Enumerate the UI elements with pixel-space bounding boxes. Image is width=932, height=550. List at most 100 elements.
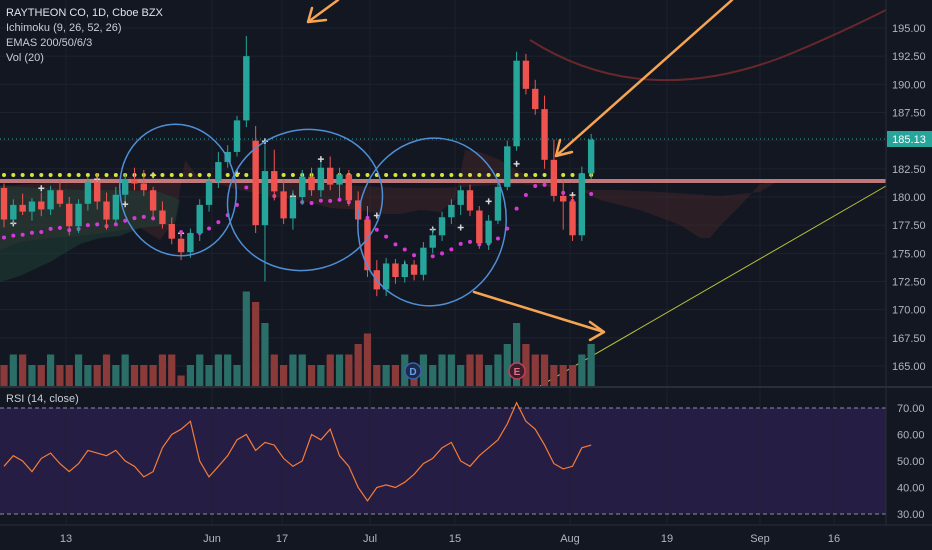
ema-dot — [141, 214, 146, 219]
ema-dot — [2, 173, 6, 177]
ichimoku-cross — [457, 224, 464, 231]
annotation-arrow-down — [472, 290, 606, 342]
candle-body — [159, 210, 166, 225]
volume-bar — [130, 365, 139, 386]
candle-body — [560, 195, 567, 202]
volume-bar — [531, 354, 539, 386]
ema-dot — [244, 173, 249, 177]
candle-body — [345, 174, 353, 201]
candle-body — [382, 263, 390, 290]
candle-body — [187, 233, 194, 253]
candle-body — [550, 159, 558, 196]
ema-dot — [57, 225, 62, 230]
ichimoku-cross — [373, 212, 380, 219]
legend-volume[interactable]: Vol (20) — [6, 52, 44, 64]
annotation-arrow-top — [306, 0, 340, 24]
price-tick-label: 177.50 — [892, 220, 926, 232]
ema-dot — [290, 173, 295, 177]
candle-body — [494, 186, 502, 221]
ema-dot — [570, 173, 575, 177]
ema-dot — [235, 173, 239, 177]
ema-dot — [39, 230, 44, 235]
volume-bar — [19, 354, 27, 386]
ema-dot — [20, 232, 25, 237]
volume-bar — [568, 365, 577, 386]
ema-dot — [207, 226, 212, 231]
ema-dot — [374, 227, 379, 232]
legend-ichimoku[interactable]: Ichimoku (9, 26, 52, 26) — [6, 22, 122, 34]
rsi-legend[interactable]: RSI (14, close) — [6, 393, 79, 405]
ema-dot — [430, 173, 435, 177]
candle-body — [504, 146, 511, 187]
volume-bar — [559, 365, 567, 386]
volume-bar — [345, 354, 353, 386]
chart-legend: RAYTHEON CO, 1D, Cboe BZX Ichimoku (9, 2… — [6, 6, 163, 66]
candle-body — [448, 204, 455, 218]
ema-dot — [179, 173, 184, 177]
ema-dot — [533, 183, 538, 188]
time-tick-label: 16 — [828, 533, 840, 545]
price-tick-label: 165.00 — [892, 361, 926, 373]
ema-dot — [160, 173, 165, 177]
ema-dot — [197, 173, 202, 177]
ema-dot — [151, 173, 156, 177]
ema-dot — [495, 173, 500, 177]
time-tick-label: Jul — [363, 533, 377, 545]
candle-body — [75, 203, 82, 227]
legend-symbol-title[interactable]: RAYTHEON CO, 1D, Cboe BZX — [6, 7, 163, 19]
ema-dot — [468, 239, 472, 244]
price-tick-label: 195.00 — [892, 23, 926, 35]
volume-bar — [149, 365, 157, 386]
ema-dot — [169, 173, 174, 177]
ema-dot — [132, 216, 137, 221]
volume-bar — [261, 323, 269, 386]
candle-body — [532, 88, 539, 110]
volume-bar — [47, 354, 55, 386]
ema-dot — [440, 173, 445, 177]
candle-body — [317, 167, 325, 191]
volume-bar — [0, 365, 8, 386]
volume-bar — [56, 365, 64, 386]
volume-bar — [438, 354, 446, 386]
ichimoku-cloud-bearish — [0, 150, 780, 250]
earnings-marker[interactable] — [508, 362, 526, 380]
ema-dot — [486, 173, 491, 177]
time-axis[interactable]: 13 Jun 17 Jul 15 Aug 19 Sep 16 — [60, 533, 840, 545]
time-tick-label: 19 — [661, 533, 673, 545]
candle-body — [308, 176, 315, 191]
ema-dot — [589, 192, 594, 197]
annotation-ellipse-1 — [118, 123, 238, 257]
volume-bar — [550, 365, 558, 386]
candle-body — [457, 190, 464, 205]
ema-dot — [123, 218, 128, 223]
volume-bar — [363, 333, 372, 386]
candle-body — [94, 182, 101, 202]
legend-emas[interactable]: EMAS 200/50/6/3 — [6, 37, 93, 49]
ema-dot — [402, 173, 407, 177]
price-axis[interactable]: 165.00 167.50 170.00 172.50 175.00 177.50 180.… — [892, 23, 926, 373]
candle-body — [168, 224, 175, 239]
candle-body — [299, 176, 306, 197]
ema-dot — [113, 173, 118, 177]
ema-dot — [393, 242, 398, 247]
ema-dot — [449, 173, 454, 177]
volume-bar — [503, 344, 511, 386]
ichimoku-cross — [485, 198, 492, 205]
dividend-marker-label: D — [409, 367, 416, 378]
rsi-axis[interactable]: 30.00 40.00 50.00 60.00 70.00 — [897, 403, 925, 521]
ema-dot — [523, 173, 528, 177]
ema-dot — [328, 198, 333, 203]
ichimoku-cross — [317, 156, 324, 163]
ema-dot — [29, 173, 34, 177]
ichimoku-cloud-bullish — [0, 186, 180, 282]
candle-body — [121, 178, 129, 195]
volume-bar — [298, 354, 306, 386]
dividend-marker[interactable] — [404, 362, 422, 380]
volume-bar — [513, 323, 521, 386]
ema-dot — [39, 173, 44, 177]
candle-body — [196, 204, 203, 234]
price-tick-label: 172.50 — [892, 277, 926, 289]
candle-body — [177, 238, 185, 253]
ema-dot — [440, 251, 445, 256]
